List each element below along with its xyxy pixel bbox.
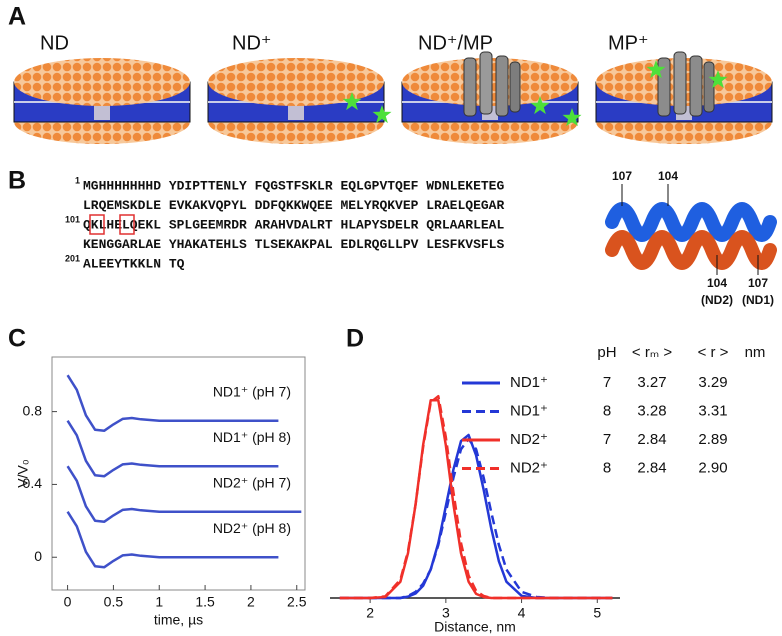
table-cell: 7 <box>603 374 611 391</box>
highlight-box <box>119 214 135 235</box>
legend-label: ND2⁺ <box>510 431 548 448</box>
legend-label: ND1⁺ <box>510 374 548 391</box>
table-cell: 3.28 <box>637 402 666 419</box>
x-tick-label: 2 <box>247 594 255 610</box>
x-tick-label: 0 <box>64 594 72 610</box>
panel-letter: B <box>8 167 26 195</box>
helix-label: 104 <box>658 169 678 183</box>
table-cell: 7 <box>603 431 611 448</box>
x-tick-label: 5 <box>593 605 601 621</box>
table-header: < r > <box>698 344 729 361</box>
table-header: < rₘ > <box>632 344 672 361</box>
x-tick-label: 4 <box>518 605 526 621</box>
sequence: 1 MGHHHHHHHD YDIPTTENLY FQGSTFSKLR EQLGPV… <box>65 175 504 271</box>
table-cell: 2.84 <box>637 431 666 448</box>
helix-label: 104 <box>707 276 727 290</box>
table-cell: 3.31 <box>698 402 727 419</box>
x-tick-label: 0.5 <box>104 594 124 610</box>
curve-label: ND1⁺ (pH 8) <box>213 429 291 445</box>
panel-letter: A <box>8 3 26 31</box>
data-line <box>66 420 279 478</box>
curve-label: ND2⁺ (pH 8) <box>213 520 291 536</box>
highlight-box <box>89 214 105 235</box>
x-tick-label: 3 <box>442 605 450 621</box>
table-cell: 2.89 <box>698 431 727 448</box>
plot-frame <box>51 356 306 591</box>
sequence-line: QKLHELQEKL SPLGEEMRDR ARAHVDALRT HLAPYSD… <box>83 217 504 232</box>
sequence-line: LRQEMSKDLE EVKAKVQPYL DDFQKKWQEE MELYRQK… <box>83 198 504 213</box>
sequence-number: 101 <box>65 214 80 224</box>
panel-title: ND⁺/MP <box>418 32 493 54</box>
y-tick-label: 0.8 <box>23 402 43 418</box>
table-cell: 8 <box>603 402 611 419</box>
table-cell: 2.90 <box>698 459 727 476</box>
data-line <box>339 437 613 600</box>
table-cell: 3.27 <box>637 374 666 391</box>
panel-title: ND <box>40 32 69 54</box>
table-header: pH <box>597 344 616 361</box>
helix-label: 107 <box>612 169 632 183</box>
y-tick-label: 0.4 <box>23 475 43 491</box>
sequence-number: 1 <box>75 175 80 185</box>
curve-label: ND1⁺ (pH 7) <box>213 383 291 399</box>
table-cell: 3.29 <box>698 374 727 391</box>
helix-label: (ND1) <box>742 293 774 307</box>
curve-label: ND2⁺ (pH 7) <box>213 474 291 490</box>
legend-label: ND1⁺ <box>510 402 548 419</box>
sequence-line: KENGGARLAE YHAKATEHLS TLSEKAKPAL EDLRQGL… <box>83 237 504 252</box>
panel-title: MP⁺ <box>608 32 649 54</box>
x-tick-label: 1.5 <box>195 594 215 610</box>
data-line <box>339 433 613 600</box>
sequence-number: 201 <box>65 253 80 263</box>
x-tick-label: 2.5 <box>287 594 307 610</box>
sequence-line: ALEEYTKKLN TQ <box>83 256 185 271</box>
data-line <box>339 394 613 600</box>
x-axis-label: time, µs <box>154 612 203 628</box>
data-line <box>339 399 613 600</box>
sequence-line: MGHHHHHHHD YDIPTTENLY FQGSTFSKLR EQLGPVT… <box>83 178 504 193</box>
x-tick-label: 2 <box>366 605 374 621</box>
y-axis-label: V/V₀ <box>15 459 31 488</box>
helix-label: (ND2) <box>701 293 733 307</box>
helix-label: 107 <box>748 276 768 290</box>
data-line <box>66 465 302 523</box>
table-cell: 8 <box>603 459 611 476</box>
panel-letter: C <box>8 325 26 353</box>
y-tick-label: 0 <box>34 548 42 564</box>
data-line <box>66 374 279 432</box>
table-cell: 2.84 <box>637 459 666 476</box>
x-axis-label: Distance, nm <box>434 619 516 635</box>
panel-letter: D <box>346 325 364 353</box>
data-line <box>66 511 279 569</box>
table-header: nm <box>745 344 766 361</box>
helix-illustration <box>605 184 777 275</box>
nanodisc-illustrations <box>13 51 773 145</box>
x-tick-label: 1 <box>155 594 163 610</box>
legend-label: ND2⁺ <box>510 459 548 476</box>
panel-title: ND⁺ <box>232 32 271 54</box>
